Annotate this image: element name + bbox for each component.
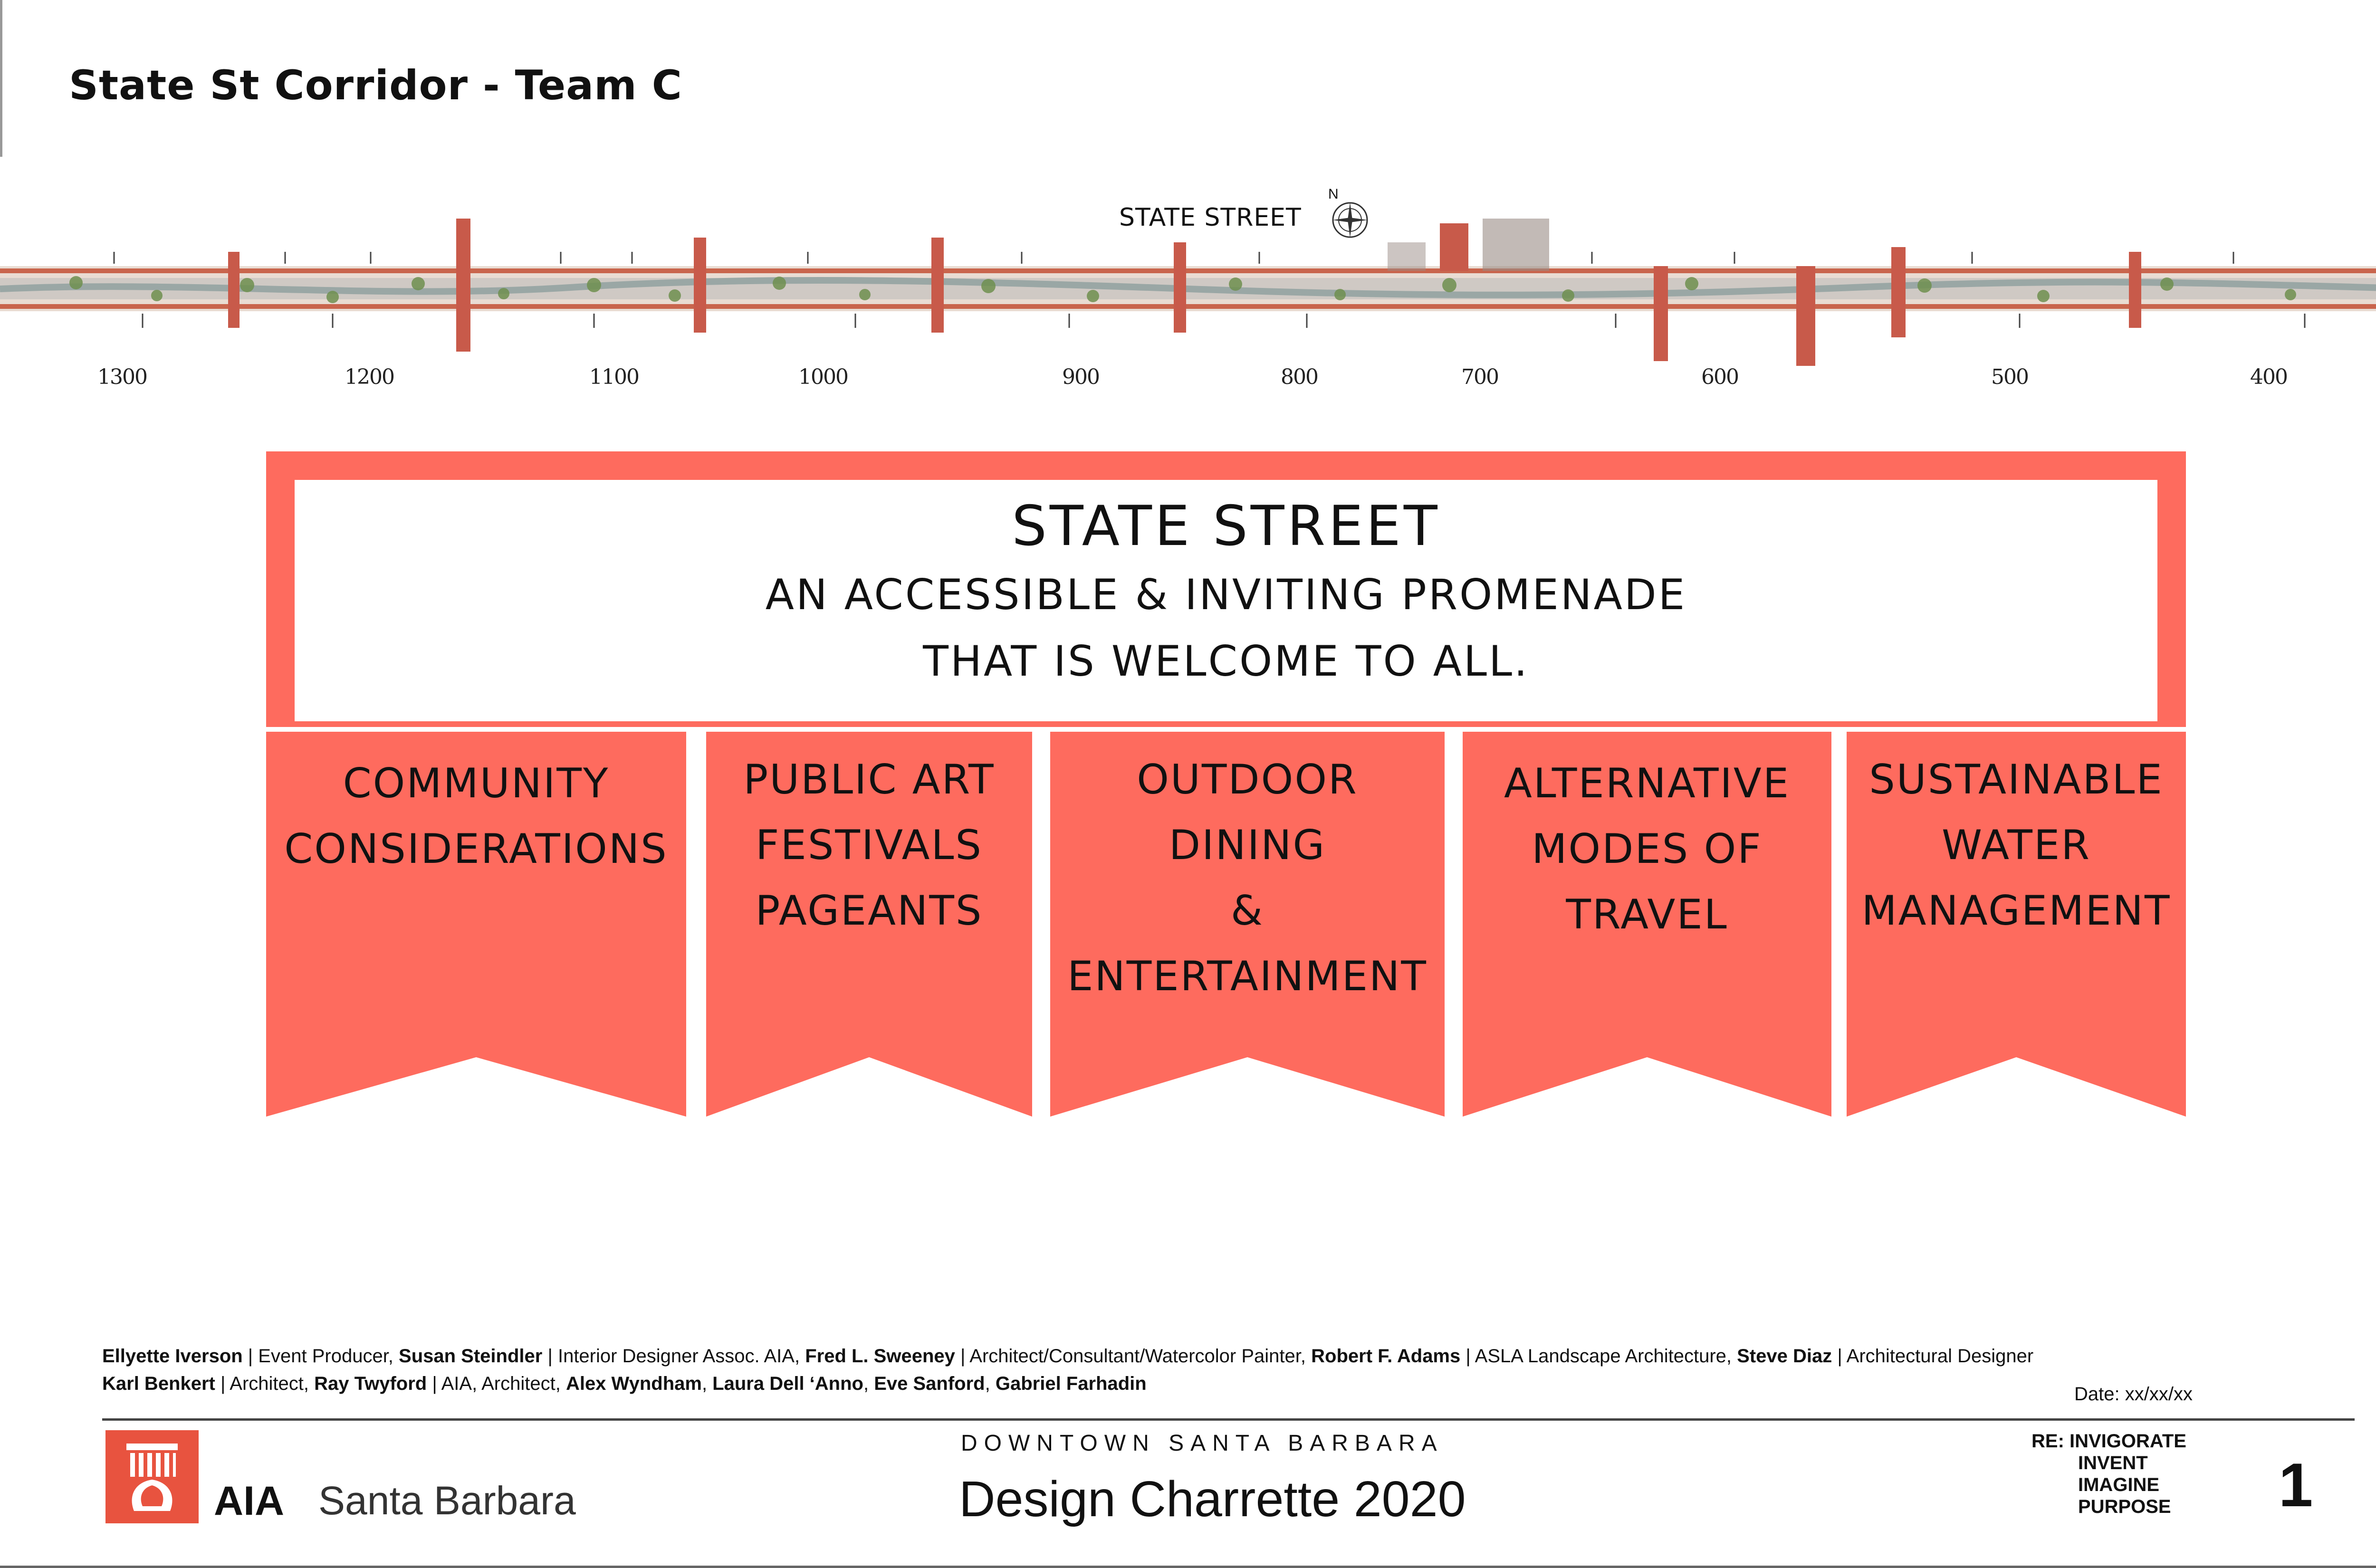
pennant-label: ENTERTAINMENT (1067, 953, 1428, 1000)
member-name: Karl Benkert (102, 1373, 215, 1394)
pennant-label: PAGEANTS (755, 887, 983, 935)
pennant-label: & (1230, 887, 1265, 935)
block-number: 1200 (345, 365, 395, 389)
pennant-water-management: SUSTAINABLE WATER MANAGEMENT (1847, 732, 2186, 1117)
block-number: 1300 (97, 365, 148, 389)
member-name: Ellyette Iverson (102, 1346, 243, 1367)
re-line: IMAGINE (2078, 1474, 2160, 1495)
vision-statement-box (295, 480, 2157, 721)
member-role: | ASLA Landscape Architecture, (1460, 1346, 1737, 1367)
member-role: , (985, 1373, 996, 1394)
block-number: 700 (1461, 365, 1499, 389)
footer-subtitle: DOWNTOWN SANTA BARBARA (961, 1431, 1444, 1456)
street-map-label: STATE STREET (1119, 203, 1302, 232)
credits-line: Ellyette Iverson | Event Producer, Susan… (102, 1342, 2033, 1370)
re-line: RE: INVIGORATE (2031, 1431, 2186, 1452)
pennant-label: PUBLIC ART (743, 756, 995, 803)
pennant-shape (1050, 732, 1445, 1117)
pennant-shape (706, 732, 1032, 1117)
pennant-label: OUTDOOR (1137, 756, 1358, 803)
org-name: AIA (214, 1478, 285, 1524)
block-number: 600 (1701, 365, 1739, 389)
pennant-label: SUSTAINABLE (1869, 756, 2164, 803)
re-keywords: RE: INVIGORATE INVENT IMAGINE PURPOSE (2031, 1430, 2186, 1518)
block-number: 900 (1062, 365, 1100, 389)
member-name: Ray Twyford (314, 1373, 427, 1394)
member-role: | Architect, (215, 1373, 315, 1394)
member-role: | Event Producer, (242, 1346, 399, 1367)
pennant-shape (266, 732, 686, 1117)
team-credits: Ellyette Iverson | Event Producer, Susan… (102, 1342, 2033, 1397)
pennant-label: TRAVEL (1566, 891, 1728, 938)
compass-rose-icon (1332, 202, 1368, 238)
pennant-label: FESTIVALS (756, 822, 983, 869)
member-role: | Architect/Consultant/Watercolor Painte… (955, 1346, 1312, 1367)
page-number: 1 (2279, 1450, 2313, 1520)
vision-title: STATE STREET (1012, 494, 1440, 558)
pennant-public-art: PUBLIC ART FESTIVALS PAGEANTS (706, 732, 1032, 1117)
pennant-label: MANAGEMENT (1861, 887, 2171, 935)
date-label: Date: xx/xx/xx (2074, 1384, 2193, 1405)
member-role: , (863, 1373, 874, 1394)
pennant-shape (1847, 732, 2186, 1117)
pennant-label: CONSIDERATIONS (284, 825, 668, 873)
block-number: 400 (2250, 365, 2288, 389)
pennant-community-considerations: COMMUNITY CONSIDERATIONS (266, 732, 686, 1117)
left-border (0, 0, 2, 157)
block-number: 500 (1991, 365, 2029, 389)
member-name: Gabriel Farhadin (995, 1373, 1147, 1394)
member-name: Fred L. Sweeney (805, 1346, 955, 1367)
member-role: | Architectural Designer (1832, 1346, 2034, 1367)
credits-line: Karl Benkert | Architect, Ray Twyford | … (102, 1370, 2033, 1397)
north-label: N (1328, 186, 1339, 202)
member-role: | AIA, Architect, (427, 1373, 566, 1394)
block-number: 1100 (589, 365, 640, 389)
pennant-label: MODES OF (1532, 825, 1763, 873)
block-number: 800 (1281, 365, 1319, 389)
pennant-label: DINING (1169, 822, 1326, 869)
vision-line: THAT IS WELCOME TO ALL. (923, 637, 1529, 686)
pennant-shape (1463, 732, 1831, 1117)
bottom-border (0, 1566, 2376, 1568)
vision-line: AN ACCESSIBLE & INVITING PROMENADE (765, 570, 1687, 619)
aia-logo-icon (105, 1430, 199, 1523)
re-line: PURPOSE (2078, 1496, 2171, 1517)
member-name: Laura Dell ‘Anno (712, 1373, 863, 1394)
pennant-alternative-travel: ALTERNATIVE MODES OF TRAVEL (1463, 732, 1831, 1117)
pennant-label: WATER (1941, 822, 2091, 869)
org-city: Santa Barbara (318, 1478, 576, 1523)
footer-title: Design Charrette 2020 (959, 1471, 1466, 1527)
block-number: 1000 (798, 365, 849, 389)
street-plan-illustration (0, 219, 2376, 366)
member-name: Alex Wyndham (565, 1373, 702, 1394)
page-title: State St Corridor - Team C (69, 62, 682, 109)
re-line: INVENT (2078, 1453, 2148, 1473)
pennant-label: COMMUNITY (343, 760, 610, 807)
member-role: , (701, 1373, 713, 1394)
member-name: Susan Steindler (399, 1346, 543, 1367)
member-name: Steve Diaz (1737, 1346, 1832, 1367)
pennant-label: ALTERNATIVE (1504, 760, 1791, 807)
member-name: Robert F. Adams (1311, 1346, 1461, 1367)
footer-divider (102, 1418, 2355, 1421)
member-role: | Interior Designer Assoc. AIA, (542, 1346, 805, 1367)
member-name: Eve Sanford (874, 1373, 985, 1394)
pennant-outdoor-dining: OUTDOOR DINING & ENTERTAINMENT (1050, 732, 1445, 1117)
